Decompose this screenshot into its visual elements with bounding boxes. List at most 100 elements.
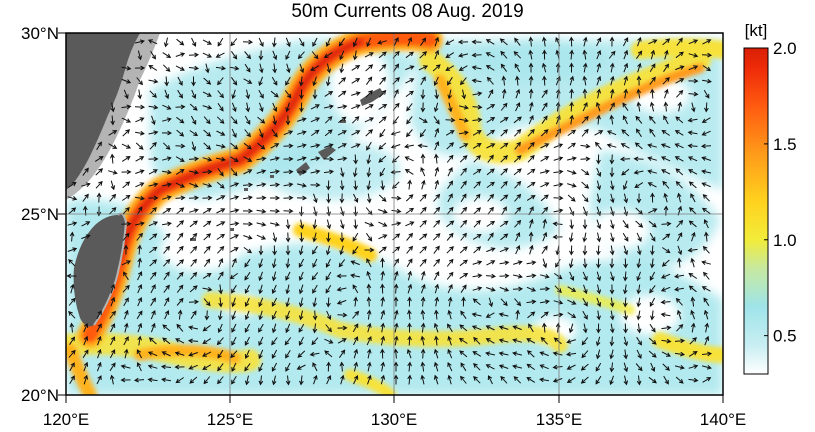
current-arrow [580,363,589,371]
current-arrow [539,377,549,383]
current-arrow [337,104,348,110]
current-arrow [663,375,669,385]
current-arrow [471,52,482,58]
current-arrow [352,310,360,319]
current-arrow [594,130,604,136]
current-arrow [190,271,198,280]
current-arrow [272,37,277,48]
current-arrow [488,297,494,308]
current-arrow [271,323,277,334]
current-arrow [485,273,497,279]
current-arrow [526,195,536,201]
current-arrow [406,116,413,125]
current-arrow [635,220,644,228]
current-arrow [433,348,439,359]
current-arrow [498,325,509,330]
current-arrow [285,271,291,281]
current-arrow [568,232,574,243]
current-arrow [109,362,116,372]
current-arrow [391,195,402,201]
current-arrow [67,181,77,188]
current-arrow [324,143,334,148]
current-arrow [338,90,347,98]
current-arrow [501,75,507,86]
current-arrow [123,297,129,307]
current-arrow [582,258,588,269]
current-arrow [339,50,345,61]
current-arrow [124,322,129,333]
current-arrow [162,221,172,227]
current-arrow [433,219,441,228]
current-arrow [541,102,548,112]
current-arrow [188,364,198,370]
current-arrow [285,362,291,372]
current-arrow [326,374,332,385]
current-arrow [623,193,629,204]
current-arrow [472,143,482,149]
current-arrow [218,284,223,295]
current-arrow [648,208,658,214]
current-arrow [688,39,699,45]
current-arrow [472,351,482,357]
current-arrow [161,182,172,188]
current-arrow [676,324,684,332]
current-arrow [176,220,185,228]
current-arrow [96,192,102,203]
current-arrow [243,246,253,254]
current-arrow [188,195,200,201]
current-arrow [527,181,536,188]
current-arrow [446,258,454,267]
current-arrow [432,233,441,241]
current-arrow [566,377,576,383]
current-arrow [661,169,671,175]
current-arrow [675,65,685,71]
current-arrow [609,102,615,112]
current-arrow [310,117,321,123]
current-arrow [582,49,588,60]
current-arrow [420,335,426,346]
current-arrow [609,375,614,386]
current-arrow [391,208,402,214]
current-arrow [258,258,263,269]
current-arrow [433,193,441,202]
current-arrow [553,182,564,188]
current-arrow [243,142,252,150]
current-arrow [647,182,657,188]
current-arrow [472,260,483,265]
current-arrow [674,286,684,292]
current-arrow [191,37,197,47]
current-arrow [569,219,574,230]
current-arrow [297,51,305,60]
current-arrow [527,128,535,137]
current-arrow [596,154,601,165]
current-arrow [514,128,522,137]
current-arrow [623,349,628,360]
current-arrow [230,350,238,359]
current-arrow [258,297,264,308]
current-arrow [366,141,372,151]
graticule [66,33,723,395]
current-arrow [660,273,671,279]
current-arrow [380,283,385,294]
current-arrow [297,156,307,161]
current-arrow [688,181,697,189]
current-arrow [499,286,510,292]
current-arrow [353,361,359,372]
current-arrow [68,207,77,215]
current-arrow [526,377,536,383]
current-arrow [108,170,118,175]
current-arrow [636,336,642,346]
current-arrow [163,258,171,267]
current-arrow [231,89,236,100]
current-arrow [68,297,76,306]
current-arrow [596,323,601,334]
current-arrow [97,348,102,359]
current-arrow [661,129,670,136]
current-arrow [500,180,508,189]
current-arrow [188,299,200,305]
current-arrow [271,297,278,307]
current-arrow [499,117,509,123]
current-arrow [81,234,91,240]
current-arrow [190,245,198,254]
lon-label-120e: 120°E [43,410,90,429]
